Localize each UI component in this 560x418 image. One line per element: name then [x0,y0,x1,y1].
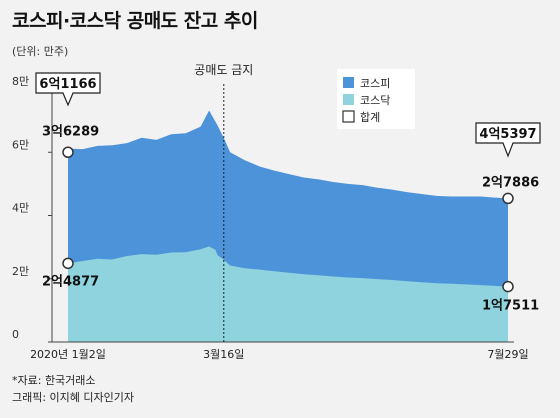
end-kospi-marker [502,192,514,205]
legend-swatch-marker [342,110,355,123]
end-total-callout-label: 4억5397 [479,127,536,142]
start-kosdaq-value-label: 2억4877 [42,274,99,289]
source-note: *자료: 한국거래소 [12,374,96,387]
y-tick-label: 4만 [12,202,29,215]
event-label: 공매도 금지 [194,63,253,77]
chart-title: 코스피·코스닥 공매도 잔고 추이 [12,10,258,32]
y-tick-label: 0 [12,328,19,341]
y-tick-label: 2만 [12,265,29,278]
x-tick-label: 3월16일 [203,347,244,361]
legend-label-kosdaq: 코스닥 [360,94,390,107]
end-kospi-value-label: 2억7886 [482,175,539,190]
start-kospi-value-label: 3억6289 [42,124,99,139]
y-tick-label: 6만 [12,138,29,151]
legend-swatch-kospi [343,77,354,88]
x-tick-label: 2020년 1월2일 [30,347,106,361]
start-total-callout-box [35,72,101,107]
legend-label-marker: 합계 [360,111,380,124]
y-tick-label: 8만 [12,75,29,88]
x-tick-label: 7월29일 [487,347,528,361]
start-total-callout-label: 6억1166 [39,77,96,92]
end-kosdaq-marker [502,280,514,293]
end-total-callout-box [475,122,541,158]
legend-label-kospi: 코스피 [360,77,390,90]
unit-note: (단위: 만주) [12,45,69,58]
start-kospi-marker [62,146,74,158]
end-kosdaq-value-label: 1억7511 [482,299,539,314]
legend-swatch-kosdaq [343,94,354,105]
credit-note: 그래픽: 이지혜 디자인기자 [12,391,135,404]
start-kosdaq-marker [62,257,74,270]
series-area-kosdaq [68,246,508,342]
